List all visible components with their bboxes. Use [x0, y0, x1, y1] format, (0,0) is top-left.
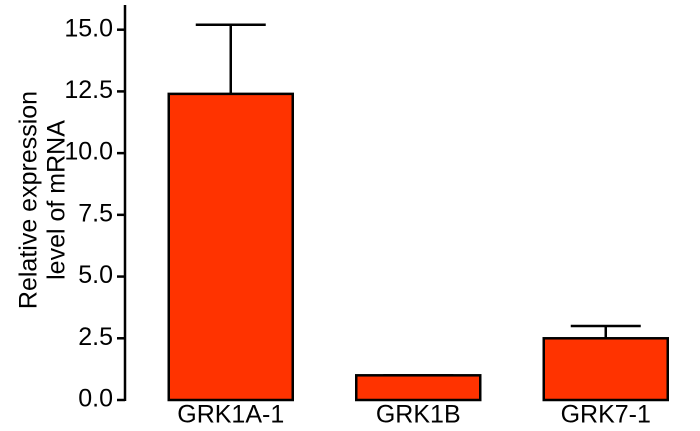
bar	[167, 92, 294, 402]
bar	[355, 374, 482, 402]
bar	[542, 337, 669, 402]
y-label-line: Relative expression	[15, 91, 43, 309]
x-tick-label: GRK1A-1	[177, 401, 284, 429]
y-tick-label: 12.5	[64, 76, 113, 104]
y-tick-label: 7.5	[78, 199, 113, 227]
y-tick-label: 5.0	[78, 261, 113, 289]
y-label-line: level of mRNA	[43, 120, 71, 280]
y-tick-label: 10.0	[64, 138, 113, 166]
y-label: Relative expression level of mRNA	[15, 91, 71, 309]
y-tick-label: 15.0	[64, 14, 113, 42]
x-tick-label: GRK1B	[376, 401, 461, 429]
y-tick-label: 0.0	[78, 385, 113, 413]
y-tick-label: 2.5	[78, 323, 113, 351]
x-tick-label: GRK7-1	[561, 401, 651, 429]
